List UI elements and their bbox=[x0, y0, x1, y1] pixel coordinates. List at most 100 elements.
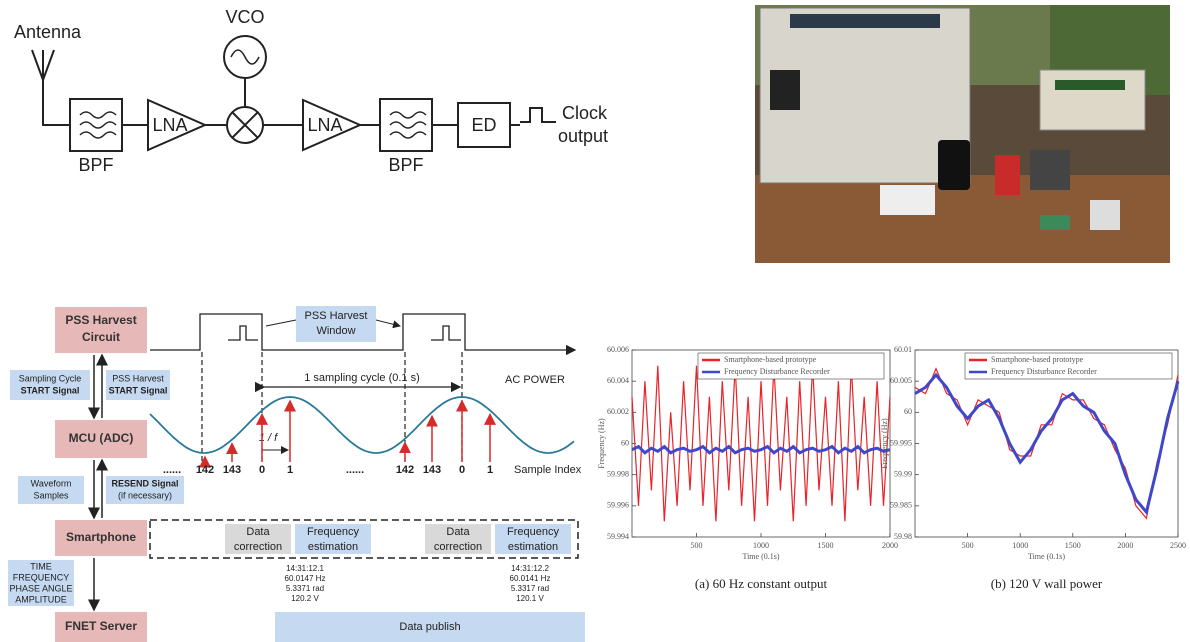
sample-index: 143 bbox=[423, 464, 441, 476]
correction-label: correction bbox=[234, 541, 282, 553]
antenna bbox=[32, 50, 70, 125]
node-label: MCU (ADC) bbox=[69, 431, 134, 445]
estimation-label: Frequency bbox=[307, 526, 359, 538]
processing: Data correction Frequency estimation 14:31:1… bbox=[225, 524, 571, 603]
signal-label: (if necessary) bbox=[118, 490, 172, 500]
x-tick-label: 2500 bbox=[1170, 541, 1186, 550]
readout: 5.3371 rad bbox=[286, 584, 324, 593]
clock-label: output bbox=[558, 126, 608, 146]
sample-index: ...... bbox=[163, 464, 181, 476]
node-label: FNET Server bbox=[65, 619, 137, 633]
lna-label: LNA bbox=[152, 115, 187, 135]
y-tick-label: 59.996 bbox=[607, 501, 629, 510]
x-axis-label: Time (0.1s) bbox=[742, 552, 779, 561]
charts: 59.99459.99659.9986060.00260.00460.00650… bbox=[597, 345, 1186, 591]
sample-index: 1 bbox=[487, 464, 493, 476]
correction-label: correction bbox=[434, 541, 482, 553]
x-tick-label: 2000 bbox=[882, 541, 898, 550]
readout: 5.3317 rad bbox=[511, 584, 549, 593]
publish-label: Data publish bbox=[399, 621, 460, 633]
legend-label: Frequency Disturbance Recorder bbox=[724, 367, 830, 376]
y-tick-label: 60.004 bbox=[607, 376, 629, 385]
estimation-label: Frequency bbox=[507, 526, 559, 538]
signal-label: START Signal bbox=[109, 385, 168, 395]
y-tick-label: 60.01 bbox=[894, 345, 912, 354]
readout: 14:31:12.1 bbox=[286, 564, 324, 573]
window-label: Window bbox=[316, 325, 355, 337]
bpf-label: BPF bbox=[78, 155, 113, 175]
y-axis-label: Frequency (Hz) bbox=[597, 418, 606, 469]
node-label: Smartphone bbox=[66, 530, 136, 544]
bpf-symbol bbox=[390, 112, 426, 138]
clock-symbol bbox=[510, 108, 556, 125]
y-tick-label: 59.98 bbox=[894, 532, 912, 541]
legend-label: Smartphone-based prototype bbox=[991, 355, 1084, 364]
y-tick-label: 60.005 bbox=[890, 376, 912, 385]
x-tick-label: 1500 bbox=[1065, 541, 1081, 550]
signal-label: Waveform bbox=[31, 478, 72, 488]
readout: 14:31:12.2 bbox=[511, 564, 549, 573]
ac-power-label: AC POWER bbox=[505, 374, 565, 386]
sample-indices: ...... 142 143 0 1...... 142 143 0 1 bbox=[163, 464, 493, 476]
lna-label: LNA bbox=[307, 115, 342, 135]
readout: 60.0141 Hz bbox=[510, 574, 551, 583]
node-label: Circuit bbox=[82, 330, 120, 344]
y-tick-label: 59.995 bbox=[890, 438, 912, 447]
clock-label: Clock bbox=[562, 103, 608, 123]
y-tick-label: 60 bbox=[621, 438, 629, 447]
y-tick-label: 60.002 bbox=[607, 407, 629, 416]
block-diagram: Antenna BPF LNA VCO LNA BPF ED Clock out… bbox=[14, 7, 608, 175]
signal-label: PHASE ANGLE bbox=[9, 583, 72, 593]
correction-label: Data bbox=[446, 526, 470, 538]
photo bbox=[755, 5, 1170, 263]
caption: (a) 60 Hz constant output bbox=[695, 576, 828, 591]
vco-label: VCO bbox=[225, 7, 264, 27]
cycle-label: 1 sampling cycle (0.1 s) bbox=[304, 372, 420, 384]
y-tick-label: 60 bbox=[904, 407, 912, 416]
sample-index: 1 bbox=[287, 464, 293, 476]
y-tick-label: 59.985 bbox=[890, 501, 912, 510]
vco-symbol bbox=[231, 50, 259, 64]
figure: Antenna BPF LNA VCO LNA BPF ED Clock out… bbox=[0, 0, 1190, 642]
caption: (b) 120 V wall power bbox=[991, 576, 1103, 591]
sample-index: 0 bbox=[259, 464, 265, 476]
page: { "block_diagram": {"antenna": "Antenna"… bbox=[0, 0, 1190, 642]
signal-label: TIME bbox=[30, 561, 52, 571]
legend-label: Frequency Disturbance Recorder bbox=[991, 367, 1097, 376]
bpf-box bbox=[380, 99, 432, 151]
legend-label: Smartphone-based prototype bbox=[724, 355, 817, 364]
sample-index: 143 bbox=[223, 464, 241, 476]
ac-waveform bbox=[150, 397, 574, 453]
x-tick-label: 500 bbox=[691, 541, 703, 550]
correction-label: Data bbox=[246, 526, 270, 538]
signal-label: AMPLITUDE bbox=[15, 594, 67, 604]
flow-arrows bbox=[94, 355, 102, 610]
signal-label: Samples bbox=[33, 490, 69, 500]
estimation-label: estimation bbox=[308, 541, 358, 553]
x-tick-label: 1000 bbox=[753, 541, 769, 550]
x-tick-label: 500 bbox=[962, 541, 974, 550]
y-tick-label: 59.99 bbox=[894, 469, 912, 478]
window-label: PSS Harvest bbox=[305, 310, 368, 322]
estimation-label: estimation bbox=[508, 541, 558, 553]
sample-index: 142 bbox=[196, 464, 214, 476]
y-tick-label: 60.006 bbox=[607, 345, 629, 354]
signal-label: PSS Harvest bbox=[112, 373, 164, 383]
sample-index: 0 bbox=[459, 464, 465, 476]
y-axis-label: Frequency (Hz) bbox=[880, 418, 889, 469]
sample-index: 142 bbox=[396, 464, 414, 476]
readout: 120.1 V bbox=[516, 594, 544, 603]
node-label: PSS Harvest bbox=[65, 313, 136, 327]
sample-index: ...... bbox=[346, 464, 364, 476]
ed-label: ED bbox=[471, 115, 496, 135]
readout: 120.2 V bbox=[291, 594, 319, 603]
x-tick-label: 1000 bbox=[1012, 541, 1028, 550]
sample-arrows bbox=[205, 401, 490, 462]
signal-label: RESEND Signal bbox=[111, 478, 178, 488]
x-axis-label: Time (0.1s) bbox=[1028, 552, 1065, 561]
dashed-guides bbox=[202, 352, 462, 462]
bpf-box bbox=[70, 99, 122, 151]
sample-index-label: Sample Index bbox=[514, 464, 582, 476]
y-tick-label: 59.994 bbox=[607, 532, 629, 541]
x-tick-label: 1500 bbox=[818, 541, 834, 550]
